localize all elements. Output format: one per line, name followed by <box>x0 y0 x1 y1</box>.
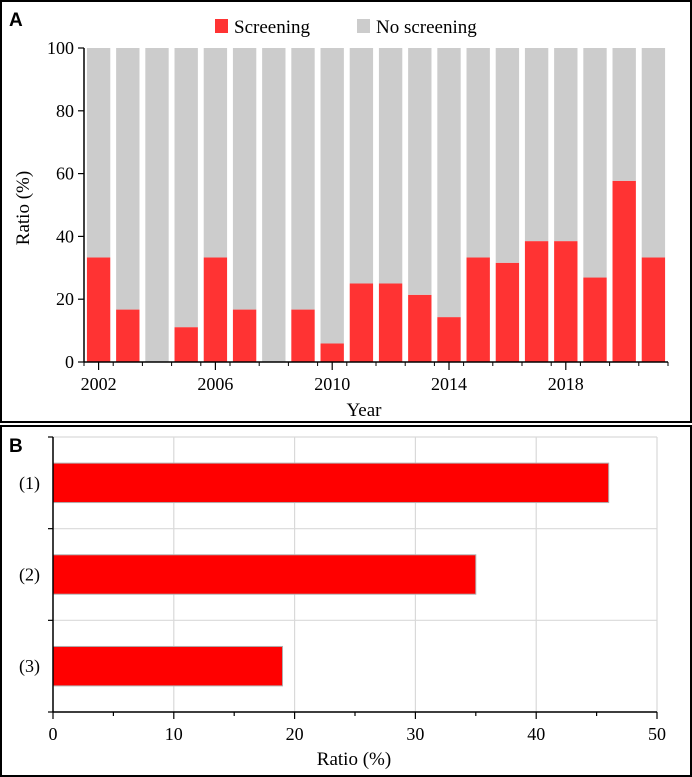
bar-no-screening-2005 <box>174 48 198 328</box>
bar-screening-2017 <box>524 241 549 362</box>
bar-no-screening-2008 <box>262 48 286 362</box>
panel-b-y-tick-label-3: (3) <box>19 656 40 677</box>
panel-a-bars <box>86 48 666 362</box>
bar-screening-2020 <box>612 180 636 362</box>
panel-a-legend: Screening No screening <box>215 17 477 38</box>
panel-a-y-tick-label-0: 0 <box>65 352 74 372</box>
bar-screening-2014 <box>437 317 461 362</box>
bar-screening-2011 <box>349 283 374 362</box>
bar-no-screening-2017 <box>524 48 549 242</box>
bar-screening-2006 <box>203 257 228 362</box>
bar-no-screening-2019 <box>583 48 607 278</box>
panel-a-x-tick-label-2018: 2018 <box>548 374 584 394</box>
bar-screening-2012 <box>378 283 403 362</box>
panel-a-y-tick-label-80: 80 <box>56 101 74 121</box>
panel-a-x-axis-label: Year <box>346 400 382 421</box>
bar-screening-2021 <box>641 257 666 362</box>
bar-no-screening-2007 <box>232 48 257 310</box>
bar-screening-2005 <box>174 327 198 362</box>
bar-no-screening-2016 <box>495 48 520 263</box>
bar-no-screening-2012 <box>378 48 403 284</box>
bar-no-screening-2002 <box>86 48 111 258</box>
legend-label-no-screening: No screening <box>376 17 477 38</box>
panel-b-bars <box>52 462 610 687</box>
panel-b: B (1) (2) (3) 0 10 20 30 40 50 Ratio (%) <box>0 425 692 777</box>
legend-swatch-no-screening <box>357 19 370 33</box>
panel-a-y-tick-label-40: 40 <box>56 226 74 246</box>
bar-no-screening-2011 <box>349 48 374 284</box>
legend-label-screening: Screening <box>234 17 310 38</box>
panel-b-x-tick-label-40: 40 <box>527 724 545 744</box>
panel-b-axes: (1) (2) (3) 0 10 20 30 40 50 <box>19 436 666 744</box>
panel-a-letter: A <box>9 10 23 31</box>
bar-3 <box>52 645 284 687</box>
panel-a-x-tick-label-2006: 2006 <box>197 374 233 394</box>
panel-a-y-axis-label: Ratio (%) <box>13 171 34 245</box>
bar-no-screening-2015 <box>466 48 490 258</box>
panel-b-x-tick-label-20: 20 <box>286 724 304 744</box>
bar-no-screening-2013 <box>408 48 432 295</box>
panel-a-x-tick-label-2014: 2014 <box>431 374 467 394</box>
panel-b-x-tick-label-0: 0 <box>49 724 58 744</box>
bar-no-screening-2018 <box>554 48 578 242</box>
panel-a-border <box>0 0 692 423</box>
bar-2 <box>52 554 477 595</box>
bar-no-screening-2021 <box>641 48 666 258</box>
panel-a-axes: 0 20 40 60 80 100 2002 2006 2010 2014 2018 <box>47 38 669 394</box>
bar-no-screening-2004 <box>145 48 169 362</box>
panel-a-y-tick-label-20: 20 <box>56 289 74 309</box>
bar-no-screening-2010 <box>320 48 344 344</box>
bar-no-screening-2009 <box>291 48 315 310</box>
bar-screening-2007 <box>232 309 257 362</box>
bar-screening-2016 <box>495 262 520 362</box>
bar-screening-2002 <box>86 257 111 362</box>
bar-screening-2009 <box>291 309 315 362</box>
panel-a: A Screening No screening 0 20 40 60 80 100 200… <box>0 0 692 423</box>
bar-no-screening-2003 <box>116 48 140 310</box>
legend-swatch-screening <box>215 19 228 33</box>
bar-screening-2010 <box>320 343 344 362</box>
panel-b-border <box>0 425 692 777</box>
bar-no-screening-2006 <box>203 48 228 258</box>
bar-no-screening-2014 <box>437 48 461 318</box>
panel-a-y-tick-label-100: 100 <box>47 38 74 58</box>
bar-no-screening-2020 <box>612 48 636 181</box>
panel-a-y-tick-label-60: 60 <box>56 164 74 184</box>
bar-screening-2015 <box>466 257 490 362</box>
panel-b-letter: B <box>9 436 23 457</box>
panel-b-x-tick-label-10: 10 <box>165 724 183 744</box>
bar-screening-2019 <box>583 277 607 362</box>
bar-screening-2003 <box>116 309 140 362</box>
bar-1 <box>52 462 610 504</box>
panel-b-x-tick-label-30: 30 <box>406 724 424 744</box>
bar-screening-2018 <box>554 241 578 362</box>
bar-screening-2013 <box>408 294 432 362</box>
panel-a-x-tick-label-2002: 2002 <box>81 374 117 394</box>
panel-b-x-axis-label: Ratio (%) <box>317 749 391 770</box>
panel-b-x-tick-label-50: 50 <box>648 724 666 744</box>
panel-b-y-tick-label-1: (1) <box>19 473 40 494</box>
panel-a-x-tick-label-2010: 2010 <box>314 374 350 394</box>
panel-b-y-tick-label-2: (2) <box>19 565 40 586</box>
